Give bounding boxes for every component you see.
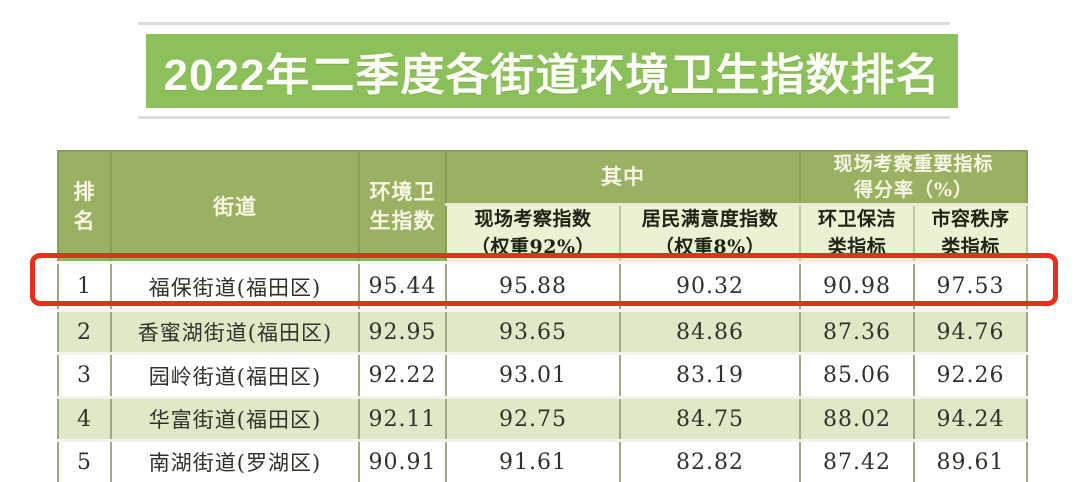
resident-cell: 82.82 [619,439,801,482]
index-cell: 92.22 [358,352,447,400]
table-row-rank-2: 2 香蜜湖街道(福田区) 92.95 93.65 84.86 87.36 94.… [57,309,1029,356]
table-row-rank-5: 5 南湖街道(罗湖区) 90.91 91.61 82.82 87.42 89.6… [57,439,1029,482]
street-cell: 香蜜湖街道(福田区) [110,309,360,356]
resident-cell: 83.19 [619,352,801,400]
index-cell: 92.95 [358,309,447,356]
col-header-sanitation-index: 环境卫 生指数 [358,150,447,264]
divider-bottom [138,116,950,119]
cleaning-cell: 85.06 [799,352,915,400]
col-group-header-among: 其中 [445,150,801,207]
rank-cell: 5 [57,439,112,482]
resident-cell: 84.75 [619,396,801,443]
cleaning-cell: 87.42 [799,439,915,482]
cleaning-cell: 87.36 [799,309,915,356]
order-cell: 92.26 [912,352,1029,400]
col-header-city-order-indicator: 市容秩序 类指标 [912,203,1029,264]
cleaning-cell: 88.02 [799,396,915,443]
col-header-rank: 排 名 [57,150,112,264]
index-cell: 95.44 [358,261,447,313]
street-cell: 华富街道(福田区) [110,396,360,443]
order-cell: 89.61 [912,439,1029,482]
index-cell: 92.11 [358,396,447,443]
onsite-cell: 91.61 [445,439,621,482]
header-row-top: 排 名 街道 环境卫 生指数 其中 现场考察重要指标 得分率（%） [57,150,1029,264]
col-header-onsite-index: 现场考察指数 （权重92%） [445,203,621,264]
onsite-cell: 93.65 [445,309,621,356]
col-header-cleaning-indicator: 环卫保洁 类指标 [799,203,915,264]
col-header-street: 街道 [110,150,360,264]
resident-cell: 90.32 [619,261,801,313]
col-header-resident-satisfaction: 居民满意度指数 （权重8%） [619,203,801,264]
rank-cell: 1 [57,261,112,313]
index-cell: 90.91 [358,439,447,482]
rank-cell: 3 [57,352,112,400]
order-cell: 97.53 [912,261,1029,313]
street-cell: 园岭街道(福田区) [110,352,360,400]
street-cell: 南湖街道(罗湖区) [110,439,360,482]
table-row-rank-1: 1 福保街道(福田区) 95.44 95.88 90.32 90.98 97.5… [57,261,1029,313]
ranking-table: 排 名 街道 环境卫 生指数 其中 现场考察重要指标 得分率（%） 现场考察指数… [57,150,1029,482]
col-group-header-key-score-rate: 现场考察重要指标 得分率（%） [798,150,1029,207]
divider-top [138,22,950,25]
table-row-rank-3: 3 园岭街道(福田区) 92.22 93.01 83.19 85.06 92.2… [57,352,1029,400]
order-cell: 94.76 [912,309,1029,356]
onsite-cell: 95.88 [445,261,621,313]
rank-cell: 4 [57,396,112,443]
title-banner: 2022年二季度各街道环境卫生指数排名 [146,34,958,108]
table-row-rank-4: 4 华富街道(福田区) 92.11 92.75 84.75 88.02 94.2… [57,396,1029,443]
page-title: 2022年二季度各街道环境卫生指数排名 [163,51,941,100]
resident-cell: 84.86 [619,309,801,356]
order-cell: 94.24 [912,396,1029,443]
rank-cell: 2 [57,309,112,356]
cleaning-cell: 90.98 [799,261,915,313]
street-cell: 福保街道(福田区) [110,261,360,313]
onsite-cell: 93.01 [445,352,621,400]
onsite-cell: 92.75 [445,396,621,443]
